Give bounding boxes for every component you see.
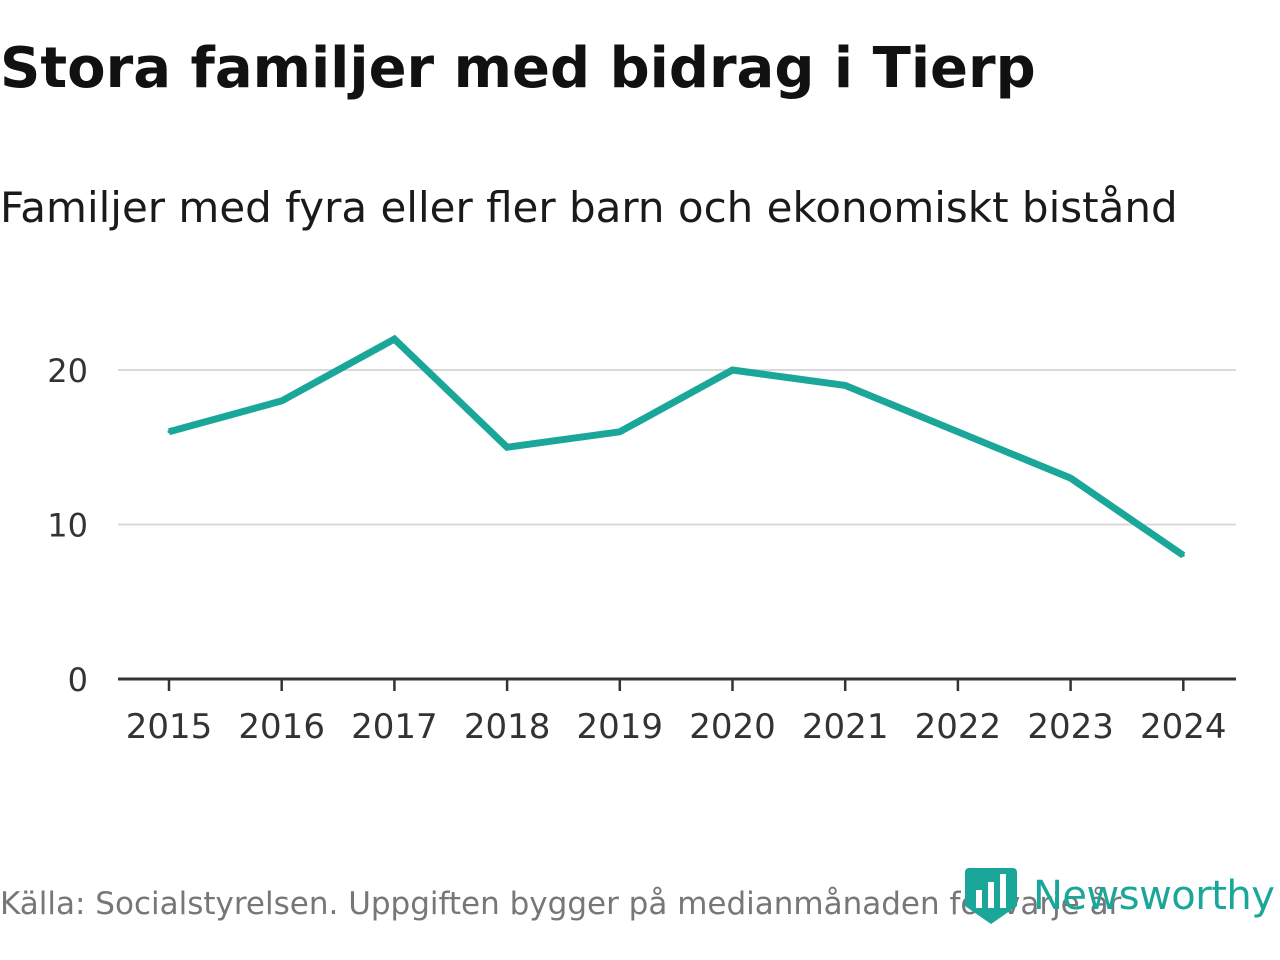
source-note: Källa: Socialstyrelsen. Uppgiften bygger… — [0, 886, 1122, 922]
x-tick-label: 2023 — [1027, 707, 1114, 747]
data-point — [731, 368, 734, 372]
data-point — [843, 383, 847, 387]
x-tick-label: 2020 — [689, 707, 776, 747]
y-tick-label: 10 — [47, 507, 88, 545]
brand-name: Newsworthy — [1033, 873, 1275, 919]
x-tick-label: 2017 — [351, 707, 438, 747]
chart-subtitle: Familjer med fyra eller fler barn och ek… — [0, 183, 1178, 232]
x-tick-label: 2016 — [238, 707, 325, 747]
brand-logo[interactable]: Newsworthy — [965, 866, 1275, 926]
data-point — [956, 430, 960, 434]
data-point — [1069, 476, 1073, 480]
newsworthy-logo-icon — [965, 868, 1017, 924]
y-tick-label: 0 — [68, 661, 88, 699]
x-tick-label: 2024 — [1140, 707, 1227, 747]
x-tick-label: 2022 — [915, 707, 1002, 747]
data-point — [167, 430, 171, 434]
chart-title: Stora familjer med bidrag i Tierp — [0, 36, 1036, 101]
x-tick-label: 2015 — [126, 707, 213, 747]
x-tick-label: 2021 — [802, 707, 889, 747]
x-tick-label: 2018 — [464, 707, 551, 747]
data-point — [618, 430, 622, 434]
x-tick-label: 2019 — [577, 707, 664, 747]
data-point — [505, 445, 509, 449]
data-point — [280, 399, 284, 403]
data-point — [1181, 553, 1185, 557]
series-line — [168, 334, 1186, 559]
data-point — [392, 337, 396, 341]
y-tick-label: 20 — [47, 352, 88, 390]
